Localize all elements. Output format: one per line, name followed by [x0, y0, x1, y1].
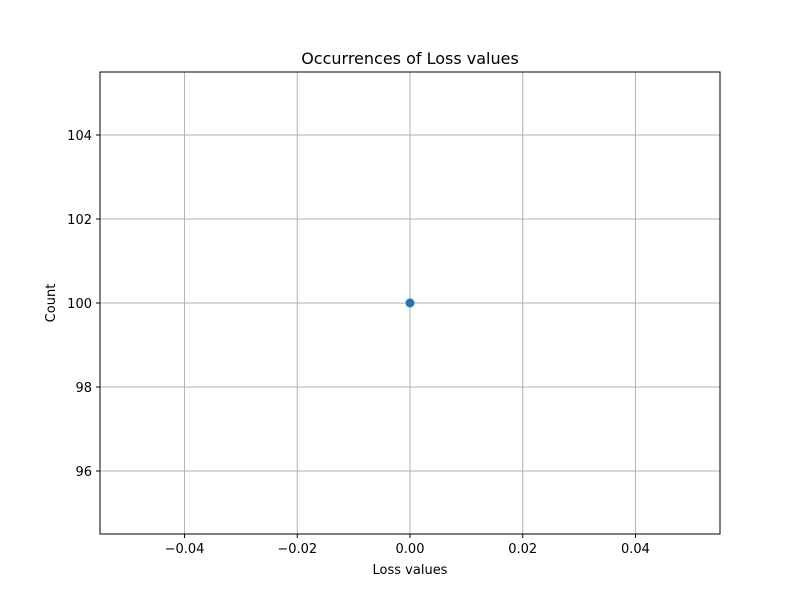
y-axis-ticks: 96 98 100 102 104: [67, 129, 100, 480]
data-point: [405, 298, 415, 308]
x-tick-label: −0.04: [165, 542, 205, 557]
x-axis-ticks: −0.04 −0.02 0.00 0.02 0.04: [165, 534, 650, 557]
y-tick-label: 98: [75, 381, 92, 396]
x-tick-label: 0.02: [508, 542, 537, 557]
x-tick-label: 0.04: [621, 542, 650, 557]
x-tick-label: −0.02: [277, 542, 317, 557]
x-tick-label: 0.00: [396, 542, 425, 557]
y-tick-label: 102: [67, 213, 92, 228]
y-tick-label: 96: [75, 465, 92, 480]
grid: [100, 72, 720, 534]
y-tick-label: 100: [67, 297, 92, 312]
chart-title: Occurrences of Loss values: [301, 49, 519, 68]
y-axis-label: Count: [44, 284, 59, 323]
x-axis-label: Loss values: [373, 563, 448, 578]
y-tick-label: 104: [67, 129, 92, 144]
plot-data: [405, 298, 415, 308]
